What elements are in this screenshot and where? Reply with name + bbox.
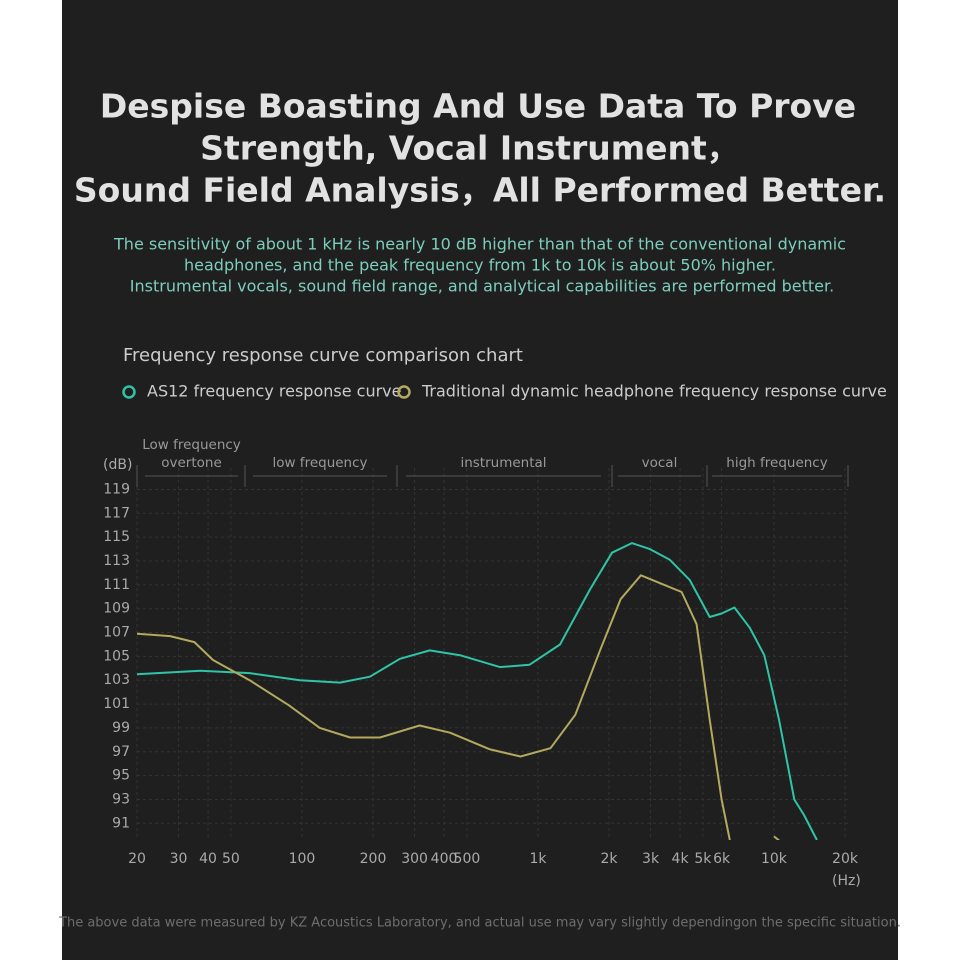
x-tick-label: 20	[128, 851, 146, 867]
footnote: The above data were measured by KZ Acous…	[58, 916, 901, 931]
x-tick-label: 500	[454, 851, 481, 867]
y-tick-label: 113	[103, 553, 130, 569]
band-label: instrumental	[460, 455, 546, 471]
x-tick-label: 40	[199, 851, 217, 867]
panel	[62, 0, 898, 960]
legend-label: AS12 frequency response curve	[147, 382, 401, 401]
y-tick-label: 93	[112, 791, 130, 807]
x-tick-label: 10k	[761, 851, 788, 867]
legend-marker	[122, 385, 136, 399]
band-label: Low frequency	[142, 437, 241, 453]
x-tick-label: 1k	[529, 851, 547, 867]
y-tick-label: 115	[103, 529, 130, 545]
y-tick-label: 119	[103, 481, 130, 497]
legend-marker	[397, 385, 411, 399]
y-tick-label: 107	[103, 625, 130, 641]
y-tick-label: 97	[112, 744, 130, 760]
x-tick-label: 6k	[713, 851, 731, 867]
x-tick-label: 30	[170, 851, 188, 867]
title-line: Sound Field Analysis，All Performed Bette…	[74, 171, 886, 210]
band-label: vocal	[642, 455, 678, 471]
series-line	[137, 574, 781, 840]
title-line: Despise Boasting And Use Data To Prove	[100, 87, 856, 126]
y-tick-label: 91	[112, 815, 130, 831]
x-tick-label: 300	[401, 851, 428, 867]
y-tick-label: 101	[103, 696, 130, 712]
plot-lines	[137, 542, 818, 840]
y-tick-label: 99	[112, 720, 130, 736]
subtitle-line: Instrumental vocals, sound field range, …	[130, 277, 834, 296]
band-label: overtone	[161, 455, 222, 471]
x-tick-label: 5k	[694, 851, 712, 867]
band-label: low frequency	[272, 455, 367, 471]
y-tick-label: 111	[103, 577, 130, 593]
y-tick-label: 95	[112, 768, 130, 784]
title-line: Strength, Vocal Instrument，	[200, 129, 740, 168]
x-tick-label: 400	[431, 851, 458, 867]
y-tick-label: 103	[103, 672, 130, 688]
subtitle-line: The sensitivity of about 1 kHz is nearly…	[113, 235, 846, 254]
subtitle-line: headphones, and the peak frequency from …	[184, 256, 776, 275]
series-line	[137, 542, 818, 840]
legend-label: Traditional dynamic headphone frequency …	[421, 382, 887, 401]
y-tick-label: 105	[103, 648, 130, 664]
x-axis-label: (Hz)	[832, 873, 861, 889]
y-tick-label: 117	[103, 505, 130, 521]
x-tick-label: 4k	[672, 851, 690, 867]
chart-title: Frequency response curve comparison char…	[123, 345, 523, 366]
x-tick-label: 20k	[832, 851, 859, 867]
x-tick-label: 100	[289, 851, 316, 867]
x-tick-label: 200	[360, 851, 387, 867]
y-tick-label: 109	[103, 601, 130, 617]
x-tick-label: 50	[222, 851, 240, 867]
band-label: high frequency	[726, 455, 827, 471]
x-tick-label: 3k	[642, 851, 660, 867]
y-axis-label: (dB)	[103, 457, 132, 473]
x-tick-label: 2k	[600, 851, 618, 867]
